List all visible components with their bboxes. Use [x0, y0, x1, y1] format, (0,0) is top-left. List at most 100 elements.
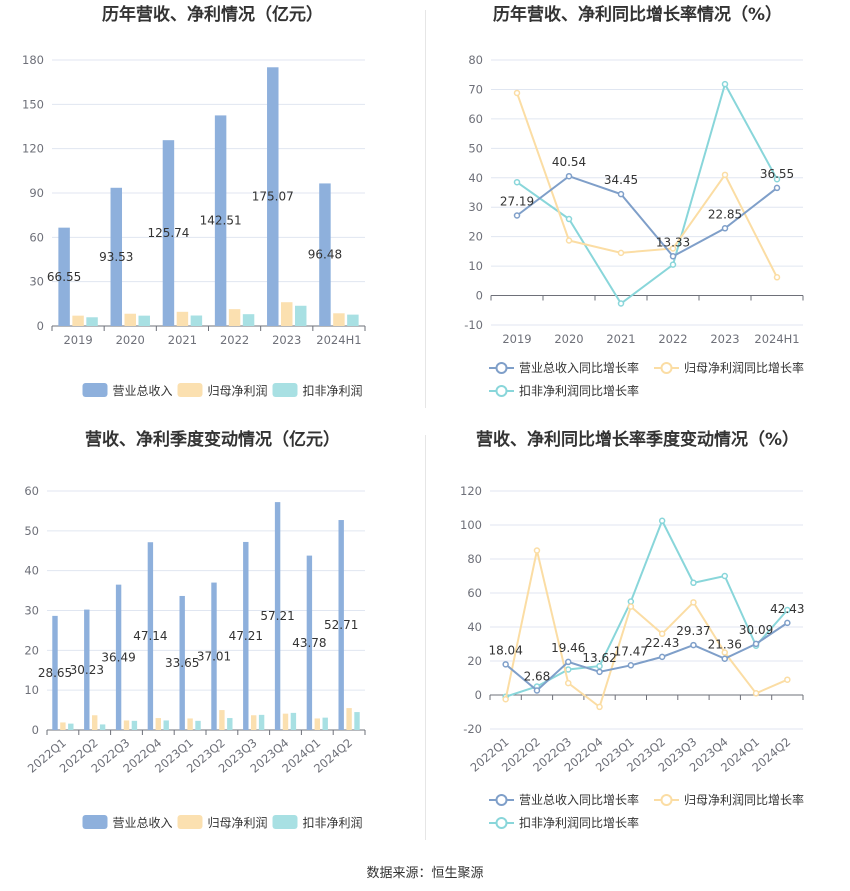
bar-parent-profit [228, 309, 241, 326]
y-tick-label: 100 [460, 518, 482, 532]
point-value-label: 21.36 [708, 638, 742, 652]
legend-swatch [177, 815, 203, 829]
point-value-label: 13.62 [582, 651, 616, 665]
series-point [773, 184, 781, 192]
point-value-label: 22.85 [708, 207, 742, 221]
series-point [658, 517, 666, 524]
bar-parent-profit [155, 718, 162, 730]
y-tick-label: 0 [476, 289, 483, 303]
series-line-deducted-growth [516, 81, 778, 305]
bar-value-label: 52.71 [324, 618, 358, 632]
legend-label: 归母净利润同比增长率 [684, 360, 804, 375]
bar-value-label: 175.07 [252, 190, 294, 204]
bar-revenue [179, 595, 185, 730]
legend-marker [660, 362, 673, 374]
point-value-label: 34.45 [604, 173, 638, 187]
bar-parent-profit [176, 311, 189, 326]
x-tick-label: 2021 [168, 333, 197, 347]
series-line-deducted-growth [505, 518, 789, 698]
bar-value-label: 142.51 [200, 214, 242, 228]
x-tick-label: 2024H1 [754, 332, 799, 346]
bar-revenue [214, 115, 227, 326]
legend-label: 归母净利润 [208, 816, 268, 830]
series-point [752, 640, 760, 648]
point-value-label: 17.47 [614, 644, 648, 658]
chart-title: 营收、净利季度变动情况（亿元） [85, 429, 340, 450]
legend-swatch [272, 815, 298, 829]
bar-parent-profit [250, 715, 257, 730]
series-point [690, 641, 697, 649]
series-point [565, 658, 572, 666]
legend-label: 扣非净利润 [303, 384, 363, 398]
bar-value-label: 30.23 [70, 663, 104, 677]
legend-label: 归母净利润同比增长率 [684, 792, 804, 807]
legend-label: 营业总收入同比增长率 [519, 360, 639, 375]
series-point [669, 261, 677, 268]
annual-revenue-profit-chart: 历年营收、净利情况（亿元） 0 30 60 90 120 150 180 2019 2020 202… [0, 0, 425, 425]
bar-parent-profit [219, 710, 225, 730]
point-value-label: 27.19 [500, 194, 534, 208]
y-tick-label: 60 [468, 112, 483, 126]
annual-growth-rate-chart: 历年营收、净利同比增长率情况（%） -10 0 10 20 30 40 50 60 70 80 201… [425, 0, 850, 425]
series-point [565, 679, 572, 687]
series-point [669, 245, 677, 252]
series-point [784, 606, 791, 614]
bar-parent-profit [314, 718, 321, 730]
bar-parent-profit [187, 718, 193, 730]
legend-label: 营业总收入同比增长率 [519, 792, 639, 807]
y-tick-label: 50 [468, 141, 483, 155]
bar-parent-profit [346, 708, 352, 730]
bar-deducted-profit [163, 720, 169, 730]
bar-revenue [147, 542, 154, 730]
x-tick-label: 2023 [272, 333, 301, 347]
y-tick-label: 20 [467, 654, 482, 668]
bar-parent-profit [333, 313, 345, 326]
series-point [627, 598, 635, 605]
bar-value-label: 43.78 [292, 636, 326, 650]
series-point [533, 687, 541, 694]
series-point [773, 176, 781, 183]
legend-label: 扣非净利润同比增长率 [519, 383, 639, 398]
bar-parent-profit [60, 722, 66, 730]
chart-title: 历年营收、净利情况（亿元） [102, 4, 323, 25]
bar-deducted-profit [68, 723, 74, 730]
legend-marker [495, 362, 508, 374]
legend-marker [495, 385, 508, 397]
x-tick-label: 2021 [606, 332, 635, 346]
y-tick-label: 90 [29, 186, 44, 200]
series-line-revenue-growth [516, 175, 778, 258]
y-tick-label: 0 [475, 688, 482, 702]
series-point [596, 703, 603, 711]
chart-svg: 营收、净利同比增长率季度变动情况（%）-20020406080100120202… [460, 429, 804, 830]
bar-parent-profit [91, 715, 98, 730]
chart-svg: 历年营收、净利同比增长率情况（%） -10 0 10 20 30 40 50 60 70 80 201… [464, 4, 804, 398]
series-point [658, 653, 666, 661]
vertical-divider-bottom [425, 435, 426, 840]
bar-revenue [58, 227, 70, 326]
series-point [513, 178, 521, 186]
bar-revenue [243, 541, 249, 730]
y-tick-label: 60 [467, 586, 482, 600]
series-point [502, 661, 509, 668]
bar-parent-profit [282, 713, 289, 730]
legend-swatch [272, 383, 298, 397]
chart-svg: 营收、净利季度变动情况（亿元）01020304050602022Q12022Q2… [24, 429, 366, 830]
bar-revenue [306, 555, 313, 730]
series-point [721, 649, 728, 656]
series-point [690, 579, 697, 587]
legend-label: 扣非净利润 [303, 816, 363, 830]
bar-deducted-profit [347, 314, 359, 326]
series-point [596, 668, 603, 676]
point-value-label: 19.46 [551, 641, 585, 655]
point-value-label: 13.33 [656, 235, 690, 249]
bar-revenue [267, 67, 279, 326]
bar-revenue [319, 183, 331, 326]
y-tick-label: 60 [29, 230, 44, 244]
series-point [617, 300, 625, 307]
series-point [627, 603, 635, 610]
series-point [513, 212, 521, 219]
legend-swatch [177, 383, 203, 397]
series-line-parent-growth [504, 550, 788, 709]
bar-parent-profit [281, 302, 293, 326]
legend-label: 营业总收入 [113, 816, 173, 830]
